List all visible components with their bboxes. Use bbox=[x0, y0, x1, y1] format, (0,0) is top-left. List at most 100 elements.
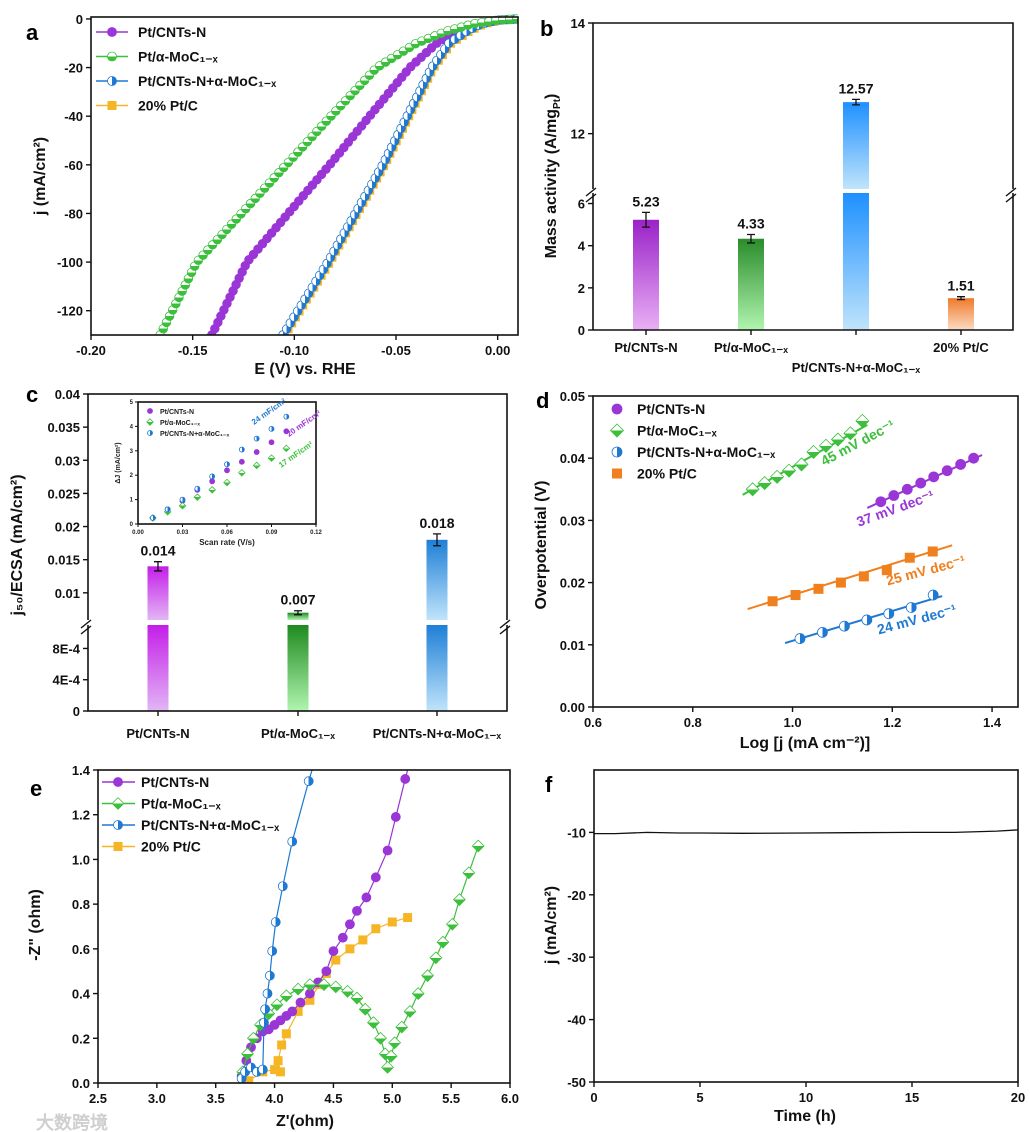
data-point bbox=[253, 435, 260, 442]
y-axis-label: ΔJ (mA/cm²) bbox=[115, 442, 122, 483]
x-tick-label: 20 bbox=[1011, 1090, 1025, 1105]
y-tick-label: 0.4 bbox=[72, 987, 91, 1002]
bar-value-label: 12.57 bbox=[838, 80, 873, 96]
data-point bbox=[282, 444, 291, 453]
x-axis-label: E (V) vs. RHE bbox=[254, 361, 356, 378]
x-tick-label: -0.10 bbox=[280, 343, 310, 358]
data-point bbox=[268, 425, 275, 432]
data-point bbox=[268, 439, 275, 446]
data-point bbox=[270, 917, 281, 927]
data-point bbox=[835, 577, 846, 588]
series-1 bbox=[236, 839, 485, 1079]
bar-rect bbox=[738, 238, 764, 330]
legend-marker-icon bbox=[146, 418, 154, 426]
x-tick-label: 15 bbox=[905, 1090, 919, 1105]
data-point bbox=[149, 515, 156, 521]
x-axis-label: Log [j (mA cm⁻²)] bbox=[740, 735, 871, 752]
y-tick-label: 1.0 bbox=[72, 852, 90, 867]
data-point bbox=[350, 991, 364, 1005]
data-point bbox=[275, 1067, 285, 1077]
data-point bbox=[295, 997, 306, 1008]
data-point bbox=[403, 1005, 417, 1018]
watermark: 大数跨境 bbox=[36, 1112, 108, 1132]
bar: 0.014 bbox=[140, 543, 176, 711]
series-1 bbox=[155, 14, 518, 335]
data-point bbox=[224, 467, 230, 474]
y-tick-label: 0.6 bbox=[72, 942, 90, 957]
y-tick-label: 12 bbox=[571, 127, 585, 142]
stability-curve bbox=[594, 829, 1019, 835]
tafel-slope-label: 24 mV dec⁻¹ bbox=[875, 601, 958, 638]
y-tick-label: 8E-4 bbox=[53, 641, 81, 656]
legend-label: Pt/CNTs-N bbox=[138, 24, 206, 40]
data-point bbox=[387, 917, 397, 927]
data-point bbox=[257, 1064, 268, 1075]
data-point bbox=[794, 633, 806, 644]
bar: 12.57 bbox=[838, 80, 874, 330]
panel-label-c: c bbox=[26, 382, 38, 407]
panel-b-mass-activity-chart: 5.23 4.33 12.57 1.51 0 2 4 6 12 14 Pt/CNTs-N Pt/α-M… bbox=[543, 16, 1017, 375]
x-tick-label: -0.05 bbox=[381, 343, 411, 358]
x-tick-label: 3.0 bbox=[148, 1091, 166, 1106]
y-tick-label: 0.04 bbox=[55, 387, 81, 402]
series-2 bbox=[236, 770, 314, 1083]
x-tick-label: 5 bbox=[696, 1090, 703, 1105]
y-axis-label: j₅₀/ECSA (mA/cm²) bbox=[9, 474, 26, 616]
legend-label: Pt/CNTs-N+α-MoC₁₋ₓ bbox=[637, 444, 776, 460]
series-line bbox=[242, 845, 479, 1072]
panel-label-a: a bbox=[26, 20, 39, 45]
x-tick-label: 4.5 bbox=[324, 1091, 342, 1106]
y-tick-label: 0.03 bbox=[560, 513, 585, 528]
y-tick-label: -80 bbox=[64, 206, 83, 221]
x-axis-label: Time (h) bbox=[774, 1108, 836, 1125]
data-point bbox=[293, 1006, 303, 1016]
x-category-label: 20% Pt/C bbox=[933, 340, 989, 355]
data-point bbox=[305, 995, 315, 1005]
data-point bbox=[358, 935, 368, 945]
data-point bbox=[277, 881, 288, 892]
data-point bbox=[321, 966, 332, 977]
data-point bbox=[770, 469, 785, 484]
bar: 4.33 bbox=[737, 216, 765, 330]
data-point bbox=[436, 935, 450, 949]
data-point bbox=[843, 426, 858, 441]
bar-rect bbox=[633, 219, 659, 330]
data-point bbox=[511, 14, 518, 24]
data-point bbox=[388, 1036, 402, 1050]
panel-e-nyquist-chart: 2.5 3.0 3.5 4.0 4.5 5.0 5.5 6.0 0.0 0.2 0.4 0.6 0.8 1… bbox=[27, 763, 519, 1130]
y-tick-label: 0.025 bbox=[47, 486, 80, 501]
y-tick-label: 0.02 bbox=[560, 576, 585, 591]
data-point bbox=[303, 776, 314, 787]
data-point bbox=[757, 476, 772, 491]
data-point bbox=[861, 614, 873, 626]
data-point bbox=[281, 1029, 291, 1039]
data-point bbox=[291, 982, 305, 996]
bar: 0.007 bbox=[280, 592, 316, 711]
x-tick-label: 1.0 bbox=[783, 715, 801, 730]
plot-area bbox=[236, 770, 485, 1083]
y-tick-label: 0 bbox=[76, 12, 83, 27]
capacitance-annotation: 24 mF/cm² bbox=[250, 396, 288, 426]
data-point bbox=[270, 998, 284, 1012]
x-tick-label: 1.2 bbox=[883, 715, 901, 730]
bar-value-label: 1.51 bbox=[947, 278, 974, 294]
series-line bbox=[159, 18, 518, 335]
legend-marker-icon bbox=[107, 101, 117, 110]
axis-break-icon bbox=[80, 619, 92, 635]
y-tick-label: -20 bbox=[64, 61, 83, 76]
error-bar bbox=[642, 211, 650, 228]
data-point bbox=[238, 458, 245, 465]
legend-marker-icon bbox=[113, 842, 123, 851]
y-tick-label: -120 bbox=[57, 304, 83, 319]
legend-marker-icon bbox=[107, 51, 117, 62]
legend-marker-icon bbox=[111, 797, 125, 810]
panel-label-d: d bbox=[536, 388, 549, 413]
axis-break-icon bbox=[1005, 187, 1017, 203]
bar-rect-lower bbox=[426, 625, 448, 711]
legend-marker-icon bbox=[113, 777, 123, 787]
inset-series-2 bbox=[149, 413, 290, 521]
data-point bbox=[260, 1004, 271, 1015]
series-2: 24 mV dec⁻¹ bbox=[784, 589, 958, 645]
data-point bbox=[329, 980, 343, 994]
series-3 bbox=[244, 913, 413, 1083]
